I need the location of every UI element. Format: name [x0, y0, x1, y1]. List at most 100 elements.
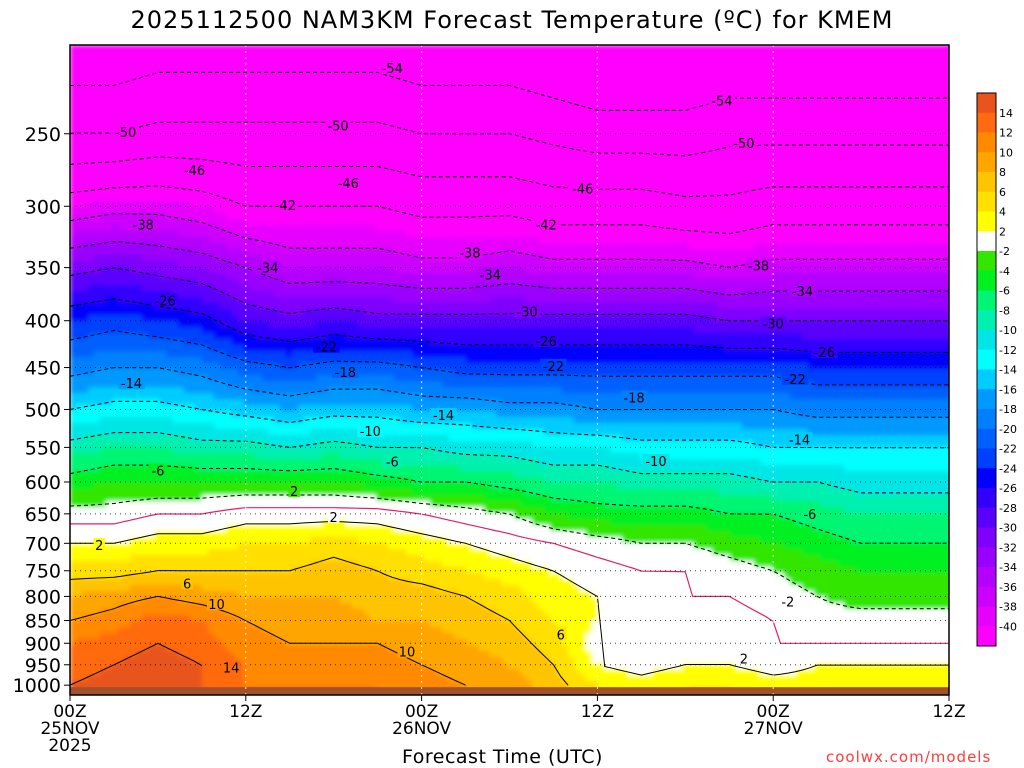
- heatmap-cell: [286, 297, 293, 304]
- heatmap-cell: [274, 87, 281, 94]
- heatmap-cell: [298, 435, 305, 442]
- heatmap-cell: [160, 315, 167, 322]
- heatmap-cell: [82, 201, 89, 208]
- heatmap-cell: [190, 561, 197, 568]
- heatmap-cell: [334, 609, 341, 616]
- heatmap-cell: [244, 459, 251, 466]
- heatmap-cell: [82, 423, 89, 430]
- heatmap-cell: [136, 591, 143, 598]
- heatmap-cell: [106, 381, 113, 388]
- heatmap-cell: [298, 369, 305, 376]
- heatmap-cell: [148, 285, 155, 292]
- heatmap-cell: [250, 477, 257, 484]
- heatmap-cell: [226, 291, 233, 298]
- heatmap-cell: [148, 477, 155, 484]
- heatmap-cell: [190, 357, 197, 364]
- heatmap-cell: [106, 459, 113, 466]
- heatmap-cell: [154, 141, 161, 148]
- heatmap-cell: [280, 267, 287, 274]
- heatmap-cell: [184, 105, 191, 112]
- heatmap-cell: [88, 447, 95, 454]
- heatmap-cell: [160, 621, 167, 628]
- heatmap-cell: [232, 351, 239, 358]
- heatmap-cell: [136, 309, 143, 316]
- heatmap-cell: [292, 315, 299, 322]
- heatmap-cell: [94, 513, 101, 520]
- heatmap-cell: [76, 63, 83, 70]
- heatmap-cell: [244, 129, 251, 136]
- heatmap-cell: [208, 183, 215, 190]
- heatmap-cell: [322, 105, 329, 112]
- heatmap-cell: [310, 321, 317, 328]
- heatmap-cell: [214, 675, 221, 682]
- heatmap-cell: [334, 471, 341, 478]
- heatmap-cell: [76, 51, 83, 58]
- heatmap-cell: [322, 381, 329, 388]
- heatmap-cell: [238, 183, 245, 190]
- heatmap-cell: [244, 267, 251, 274]
- heatmap-cell: [310, 105, 317, 112]
- heatmap-cell: [226, 171, 233, 178]
- heatmap-cell: [148, 567, 155, 574]
- heatmap-cell: [316, 297, 323, 304]
- heatmap-cell: [214, 63, 221, 70]
- heatmap-cell: [88, 525, 95, 532]
- heatmap-cell: [268, 465, 275, 472]
- heatmap-cell: [322, 465, 329, 472]
- heatmap-cell: [310, 681, 317, 688]
- heatmap-cell: [226, 501, 233, 508]
- heatmap-cell: [100, 597, 107, 604]
- heatmap-cell: [208, 507, 215, 514]
- heatmap-cell: [268, 369, 275, 376]
- heatmap-cell: [88, 417, 95, 424]
- heatmap-cell: [334, 435, 341, 442]
- heatmap-cell: [160, 645, 167, 652]
- heatmap-cell: [268, 531, 275, 538]
- heatmap-cell: [202, 201, 209, 208]
- heatmap-cell: [268, 645, 275, 652]
- heatmap-cell: [286, 141, 293, 148]
- heatmap-cell: [124, 231, 131, 238]
- heatmap-cell: [82, 231, 89, 238]
- heatmap-cell: [322, 231, 329, 238]
- heatmap-cell: [148, 81, 155, 88]
- heatmap-cell: [250, 501, 257, 508]
- heatmap-cell: [154, 219, 161, 226]
- heatmap-cell: [76, 69, 83, 76]
- heatmap-cell: [256, 237, 263, 244]
- heatmap-cell: [166, 651, 173, 658]
- heatmap-cell: [256, 45, 263, 52]
- heatmap-cell: [106, 543, 113, 550]
- heatmap-cell: [88, 309, 95, 316]
- heatmap-cell: [304, 87, 311, 94]
- heatmap-cell: [88, 333, 95, 340]
- heatmap-cell: [334, 291, 341, 298]
- heatmap-cell: [100, 129, 107, 136]
- heatmap-cell: [100, 267, 107, 274]
- heatmap-cell: [202, 675, 209, 682]
- heatmap-cell: [88, 345, 95, 352]
- heatmap-cell: [328, 369, 335, 376]
- heatmap-cell: [130, 663, 137, 670]
- heatmap-cell: [298, 483, 305, 490]
- heatmap-cell: [280, 555, 287, 562]
- heatmap-cell: [190, 63, 197, 70]
- heatmap-cell: [298, 555, 305, 562]
- heatmap-cell: [190, 417, 197, 424]
- heatmap-cell: [220, 195, 227, 202]
- heatmap-cell: [172, 225, 179, 232]
- heatmap-cell: [322, 441, 329, 448]
- heatmap-cell: [262, 249, 269, 256]
- heatmap-cell: [82, 183, 89, 190]
- heatmap-cell: [196, 579, 203, 586]
- heatmap-cell: [118, 657, 125, 664]
- heatmap-cell: [274, 459, 281, 466]
- heatmap-cell: [280, 369, 287, 376]
- heatmap-cell: [148, 159, 155, 166]
- heatmap-cell: [328, 627, 335, 634]
- heatmap-cell: [178, 381, 185, 388]
- heatmap-cell: [328, 297, 335, 304]
- heatmap-cell: [250, 321, 257, 328]
- heatmap-cell: [328, 363, 335, 370]
- heatmap-cell: [292, 651, 299, 658]
